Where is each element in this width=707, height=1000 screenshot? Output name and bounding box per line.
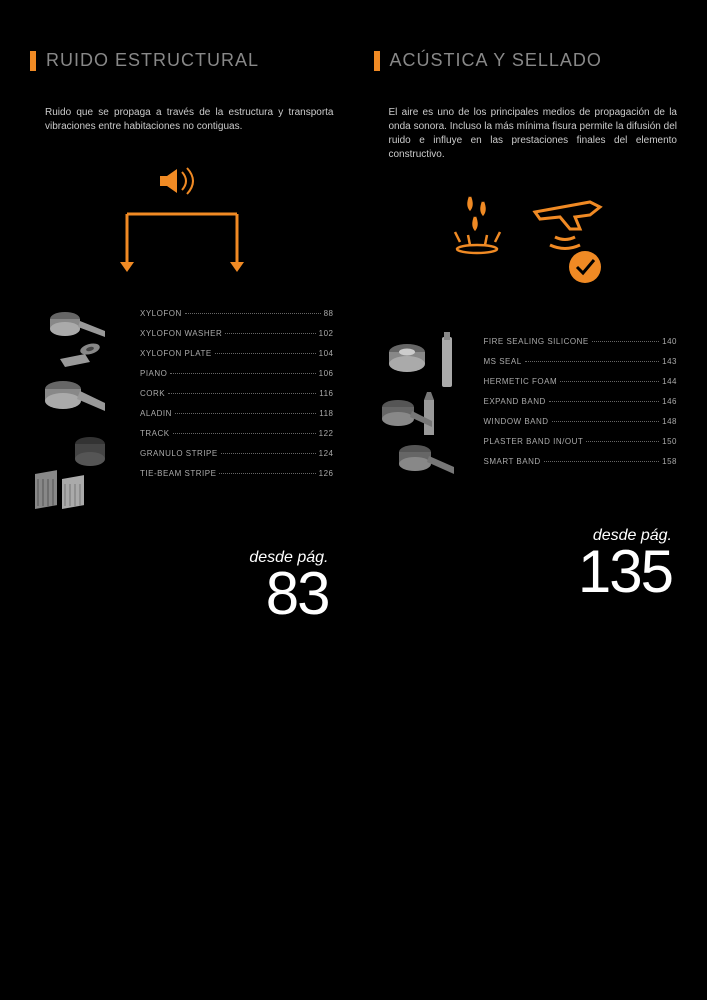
product-page: 140 [662,337,677,346]
product-name: GRANULO STRIPE [140,449,218,458]
product-item: XYLOFON 88 [140,309,334,318]
product-name: EXPAND BAND [484,397,546,406]
product-name: PIANO [140,369,167,378]
dots-leader [175,413,316,414]
product-name: XYLOFON WASHER [140,329,222,338]
left-icon-area [30,159,334,289]
product-name: XYLOFON [140,309,182,318]
left-description: Ruido que se propaga a través de la estr… [30,106,334,134]
product-page: 118 [319,409,333,418]
right-product-section: FIRE SEALING SILICONE 140 MS SEAL 143 HERMET… [374,332,678,502]
product-page: 146 [662,397,677,406]
product-item: SMART BAND 158 [484,457,678,466]
sound-arrows-icon [82,154,282,294]
dots-leader [185,313,321,314]
product-name: FIRE SEALING SILICONE [484,337,589,346]
product-name: SMART BAND [484,457,541,466]
right-product-list: FIRE SEALING SILICONE 140 MS SEAL 143 HERMET… [484,332,678,466]
dots-leader [552,421,660,422]
product-page: 144 [662,377,677,386]
product-name: MS SEAL [484,357,522,366]
product-item: FIRE SEALING SILICONE 140 [484,337,678,346]
right-description: El aire es uno de los principales medios… [374,106,678,162]
right-column: ACÚSTICA Y SELLADO El aire es uno de los… [374,50,678,621]
right-heading: ACÚSTICA Y SELLADO [374,50,678,71]
dots-leader [170,373,315,374]
dots-leader [560,381,659,382]
tape-rolls-icon [30,304,130,524]
left-product-images [30,304,130,524]
dots-leader [549,401,659,402]
product-item: HERMETIC FOAM 144 [484,377,678,386]
product-name: TRACK [140,429,170,438]
dots-leader [168,393,316,394]
product-name: PLASTER BAND IN/OUT [484,437,584,446]
product-item: TIE-BEAM STRIPE 126 [140,469,334,478]
product-item: WINDOW BAND 148 [484,417,678,426]
water-plane-check-icon [425,187,625,317]
product-name: TIE-BEAM STRIPE [140,469,216,478]
product-item: XYLOFON PLATE 104 [140,349,334,358]
page-container: RUIDO ESTRUCTURAL Ruido que se propaga a… [0,0,707,671]
left-product-section: XYLOFON 88 XYLOFON WASHER 102 XYLOFON PLATE 1… [30,304,334,524]
product-page: 106 [319,369,334,378]
dots-leader [225,333,315,334]
left-heading: RUIDO ESTRUCTURAL [30,50,334,71]
right-icon-area [374,187,678,317]
right-product-images [374,332,474,502]
dots-leader [173,433,316,434]
product-item: MS SEAL 143 [484,357,678,366]
dots-leader [219,473,315,474]
product-page: 124 [319,449,334,458]
product-item: TRACK 122 [140,429,334,438]
dots-leader [215,353,316,354]
product-page: 158 [662,457,677,466]
product-item: PIANO 106 [140,369,334,378]
product-item: GRANULO STRIPE 124 [140,449,334,458]
product-page: 150 [662,437,677,446]
product-page: 148 [662,417,677,426]
product-name: ALADIN [140,409,172,418]
product-page: 102 [319,329,334,338]
product-page: 126 [319,469,334,478]
product-page: 104 [319,349,334,358]
product-item: PLASTER BAND IN/OUT 150 [484,437,678,446]
right-heading-text: ACÚSTICA Y SELLADO [390,50,602,71]
product-page: 143 [662,357,677,366]
product-name: CORK [140,389,165,398]
left-column: RUIDO ESTRUCTURAL Ruido que se propaga a… [30,50,334,621]
product-item: CORK 116 [140,389,334,398]
dots-leader [525,361,659,362]
sealant-products-icon [374,332,474,502]
left-page-ref: desde pág. 83 [30,549,334,621]
accent-bar [374,51,380,71]
product-item: ALADIN 118 [140,409,334,418]
product-page: 116 [319,389,333,398]
product-name: XYLOFON PLATE [140,349,212,358]
dots-leader [544,461,659,462]
product-item: XYLOFON WASHER 102 [140,329,334,338]
product-name: HERMETIC FOAM [484,377,558,386]
dots-leader [586,441,659,442]
product-name: WINDOW BAND [484,417,549,426]
product-item: EXPAND BAND 146 [484,397,678,406]
left-product-list: XYLOFON 88 XYLOFON WASHER 102 XYLOFON PLATE 1… [140,304,334,478]
page-ref-number: 135 [374,545,673,599]
accent-bar [30,51,36,71]
product-page: 88 [324,309,334,318]
left-heading-text: RUIDO ESTRUCTURAL [46,50,259,71]
product-page: 122 [319,429,334,438]
dots-leader [592,341,659,342]
right-page-ref: desde pág. 135 [374,527,678,599]
dots-leader [221,453,316,454]
page-ref-number: 83 [30,567,329,621]
